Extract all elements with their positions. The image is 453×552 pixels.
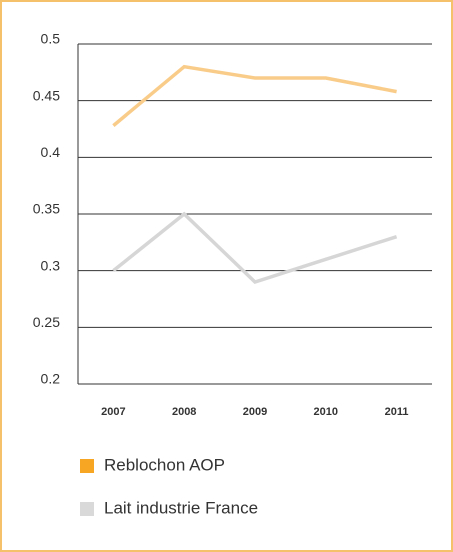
x-tick-label: 2007 [101,406,125,418]
x-tick-label: 2008 [172,406,196,418]
y-tick-label: 0.25 [33,314,60,330]
series-line [112,64,397,127]
x-tick-label: 2009 [243,406,267,418]
y-tick-label: 0.5 [41,31,61,47]
legend-swatch [80,459,94,473]
x-tick-label: 2011 [385,406,409,418]
series-line [112,211,398,284]
y-tick-label: 0.3 [41,257,61,273]
legend-swatch [80,502,94,516]
y-tick-label: 0.4 [41,144,61,160]
y-tick-label: 0.35 [33,201,60,217]
y-tick-label: 0.45 [33,87,60,103]
x-tick-label: 2010 [314,406,338,418]
y-tick-label: 0.2 [41,371,61,387]
legend-label: Reblochon AOP [104,455,225,474]
legend-label: Lait industrie France [104,498,258,517]
